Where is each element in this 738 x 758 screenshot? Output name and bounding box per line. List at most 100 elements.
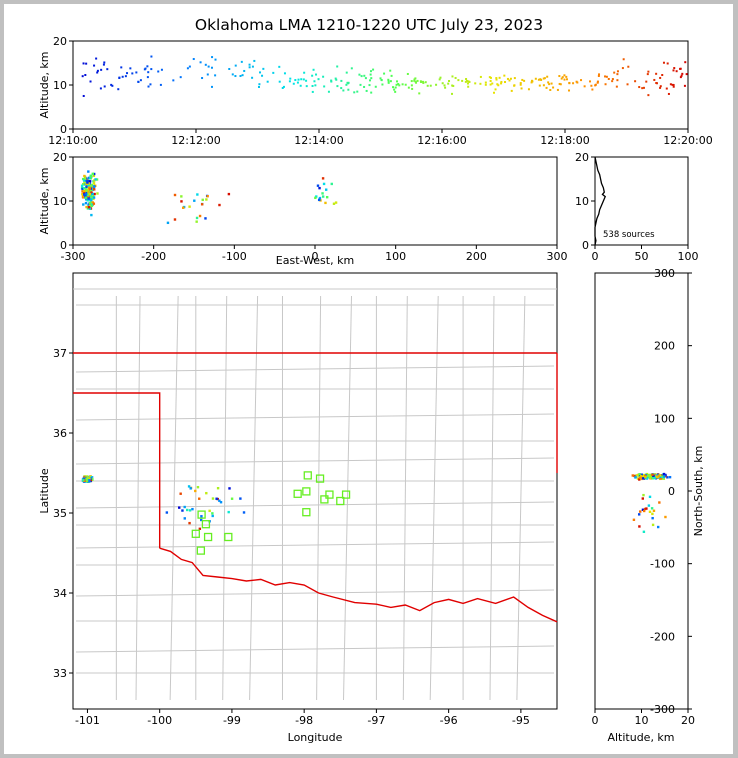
source-point: [679, 76, 682, 79]
source-point: [621, 67, 624, 70]
x-tick-label: 10: [635, 714, 649, 727]
source-point: [183, 505, 186, 509]
source-point: [683, 84, 686, 87]
source-point: [435, 83, 438, 86]
source-point: [467, 80, 470, 83]
source-point: [372, 68, 375, 71]
source-point: [85, 196, 88, 199]
x-tick-label: -200: [141, 250, 166, 263]
source-point: [92, 172, 96, 176]
histogram-y-ticks: 0 10 20: [575, 151, 595, 252]
source-point: [369, 73, 372, 76]
source-point: [172, 79, 175, 82]
source-point: [496, 83, 499, 86]
lma-station-marker: [224, 532, 233, 542]
source-point: [542, 77, 545, 80]
source-point: [418, 92, 421, 95]
time-altitude-y-ticks: 0 10 20: [53, 35, 73, 136]
source-point: [679, 67, 682, 70]
source-point: [90, 191, 93, 194]
source-point: [324, 201, 327, 205]
source-point: [479, 82, 482, 85]
source-point: [92, 182, 96, 185]
source-point: [259, 71, 262, 74]
source-point: [661, 73, 664, 76]
source-point: [380, 78, 383, 81]
plan-view-axes: [72, 272, 558, 710]
ew-altitude-x-label: East-West, km: [276, 254, 354, 267]
source-point: [484, 83, 487, 86]
source-point: [642, 86, 645, 89]
source-point: [647, 504, 651, 507]
source-point: [370, 77, 373, 80]
source-point: [556, 88, 559, 91]
lma-station-marker: [293, 489, 302, 498]
source-point: [278, 65, 281, 68]
figure-title: Oklahoma LMA 1210-1220 UTC July 23, 2023: [194, 16, 544, 34]
source-point: [632, 518, 636, 522]
source-point: [88, 177, 91, 180]
x-tick-label: -98: [295, 714, 313, 727]
source-point: [83, 180, 86, 184]
source-point: [591, 88, 594, 91]
source-point: [334, 77, 337, 80]
source-point: [282, 85, 285, 88]
source-point: [208, 509, 211, 513]
source-point: [452, 84, 455, 87]
source-point: [429, 84, 432, 87]
source-point: [392, 86, 395, 89]
y-tick-label: 34: [53, 587, 67, 600]
source-point: [91, 201, 95, 204]
source-point: [616, 73, 619, 76]
source-point: [305, 79, 308, 82]
source-point: [631, 474, 634, 477]
source-point: [81, 177, 85, 181]
source-point: [552, 86, 555, 89]
source-point: [288, 80, 291, 83]
source-point: [82, 191, 86, 194]
source-point: [457, 79, 460, 82]
ew-altitude-panel: -300 -200 -100 0 100 200 300 0 10 20 Altitude, k…: [38, 151, 568, 267]
source-point: [93, 192, 96, 196]
source-point: [662, 61, 665, 64]
source-point: [86, 207, 90, 210]
source-point: [659, 85, 662, 88]
source-point: [84, 201, 88, 205]
source-point: [147, 71, 150, 74]
source-point: [83, 477, 86, 481]
source-point: [90, 476, 94, 479]
ew-altitude-y-label: Altitude, km: [38, 167, 51, 234]
y-tick-label: 20: [53, 35, 67, 48]
source-point: [92, 197, 95, 201]
altitude-histogram-panel: 0 50 100 0 10 20 538 sources: [575, 151, 699, 263]
source-point: [519, 83, 522, 86]
x-tick-label: -99: [223, 714, 241, 727]
county-line: [516, 295, 526, 701]
source-point: [651, 523, 655, 527]
source-point: [495, 78, 498, 81]
source-point: [95, 57, 98, 60]
x-tick-label: 12:18:00: [540, 134, 589, 147]
source-point: [89, 184, 92, 187]
source-point: [292, 82, 295, 85]
source-point: [334, 201, 338, 204]
source-point: [350, 67, 353, 70]
source-point: [90, 204, 94, 208]
source-point: [413, 78, 416, 81]
source-point: [205, 491, 208, 495]
source-point: [359, 83, 362, 86]
source-point: [91, 188, 94, 192]
source-point: [88, 201, 92, 205]
source-point: [543, 77, 546, 80]
x-tick-label: 0: [592, 250, 599, 263]
source-point: [266, 80, 269, 83]
source-point: [345, 83, 348, 86]
source-point: [99, 87, 102, 90]
source-point: [325, 195, 329, 199]
county-line: [75, 589, 555, 597]
source-point: [638, 478, 641, 481]
source-point: [389, 80, 392, 83]
source-point: [596, 81, 599, 84]
source-point: [165, 511, 169, 514]
source-point: [568, 89, 571, 92]
